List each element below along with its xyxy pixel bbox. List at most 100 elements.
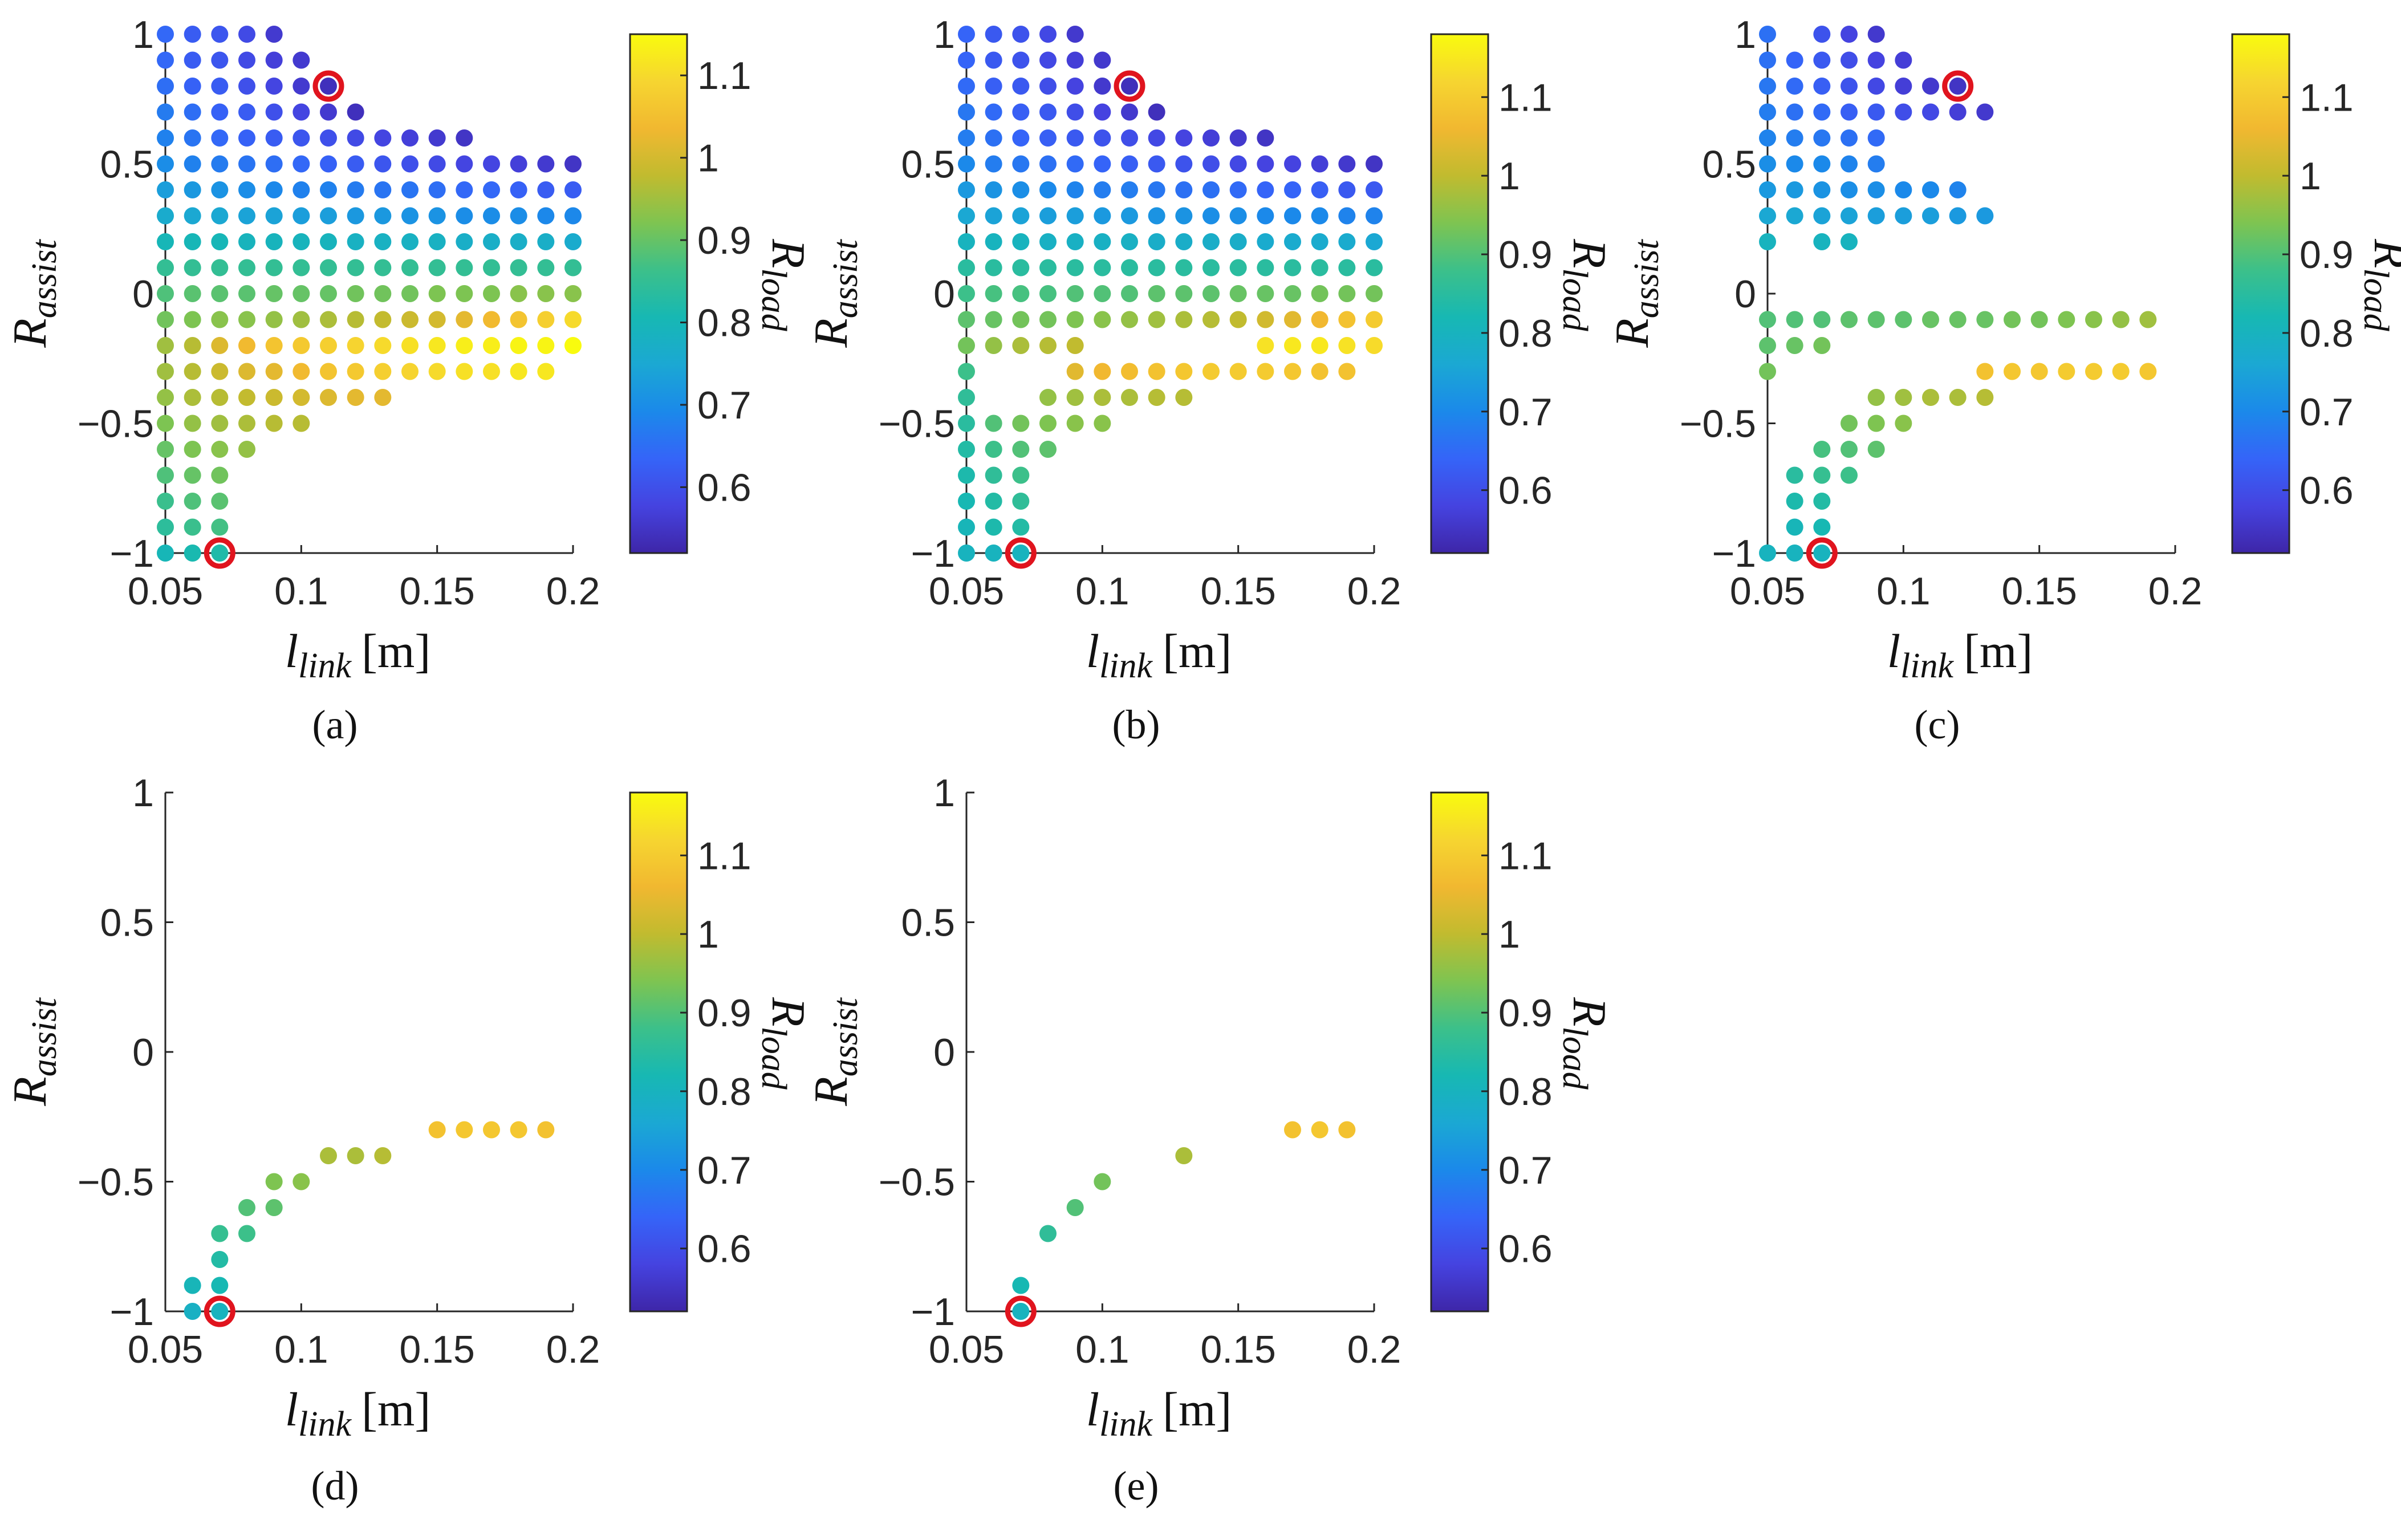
data-point [211, 155, 229, 173]
data-point [1895, 103, 1912, 121]
data-point [1148, 155, 1165, 173]
data-point [211, 1225, 229, 1242]
data-point [401, 155, 419, 173]
data-point [1039, 441, 1057, 458]
data-point [1229, 259, 1247, 277]
data-point [1284, 285, 1301, 302]
x-axis-label-main: l [285, 625, 298, 678]
data-point [401, 363, 419, 380]
y-tick-label: −1 [109, 532, 154, 575]
data-point [320, 311, 337, 328]
data-point [1976, 207, 1994, 225]
data-point [483, 207, 500, 225]
data-point [1311, 363, 1329, 380]
data-point [510, 155, 527, 173]
data-point [537, 337, 555, 354]
data-point [238, 26, 255, 43]
data-point [2139, 311, 2157, 328]
colorbar-label-main: R [1563, 997, 1616, 1026]
data-point [1012, 207, 1030, 225]
colorbar-tick-label: 0.9 [697, 219, 751, 262]
colorbar-label-main: R [762, 238, 815, 268]
data-point [1366, 337, 1383, 354]
colorbar-tick-label: 0.7 [1498, 1149, 1553, 1192]
data-point [374, 233, 392, 250]
data-point [1867, 415, 1885, 432]
data-point [1786, 129, 1803, 147]
data-point [1121, 363, 1138, 380]
data-point [1202, 259, 1220, 277]
data-point [1366, 155, 1383, 173]
data-point [1202, 181, 1220, 198]
data-point [985, 78, 1002, 95]
data-point [184, 545, 201, 562]
x-tick-label: 0.05 [929, 570, 1004, 613]
data-point [1895, 181, 1912, 198]
x-axis-label-main: l [285, 1383, 298, 1436]
data-point [510, 363, 527, 380]
y-tick-label: −0.5 [879, 403, 955, 446]
data-point [1066, 26, 1084, 43]
data-point [347, 285, 364, 302]
data-point [1949, 78, 1967, 95]
data-point [184, 26, 201, 43]
data-point [1813, 441, 1831, 458]
data-point [1922, 311, 1939, 328]
panel-caption: (a) [312, 702, 358, 747]
x-tick-label: 0.1 [1075, 1328, 1130, 1371]
data-point [320, 78, 337, 95]
data-point [211, 51, 229, 69]
data-point [958, 493, 975, 510]
data-point [1066, 51, 1084, 69]
colorbar [629, 33, 688, 554]
x-axis-label: llink [m] [285, 625, 431, 685]
data-point [1066, 337, 1084, 354]
x-axis-label-unit: [m] [1163, 625, 1232, 678]
data-point [1039, 181, 1057, 198]
y-tick-label: 0 [933, 1031, 955, 1074]
y-axis-label: Rassist [1606, 239, 1666, 348]
data-point [184, 441, 201, 458]
data-point [958, 311, 975, 328]
data-point [564, 181, 582, 198]
data-point [1284, 337, 1301, 354]
data-point [1867, 26, 1885, 43]
data-point [483, 1121, 500, 1139]
data-point [1841, 207, 1858, 225]
data-point [1284, 155, 1301, 173]
colorbar [629, 791, 688, 1313]
data-point [1012, 78, 1030, 95]
data-point [184, 103, 201, 121]
data-point [1257, 363, 1274, 380]
data-point [1121, 78, 1138, 95]
data-point [157, 207, 174, 225]
data-point [1841, 441, 1858, 458]
data-point [157, 389, 174, 406]
data-point [211, 78, 229, 95]
data-point [483, 285, 500, 302]
data-point [1039, 103, 1057, 121]
data-point [211, 259, 229, 277]
data-point [238, 311, 255, 328]
data-point [1229, 155, 1247, 173]
data-point [211, 181, 229, 198]
data-point [985, 259, 1002, 277]
data-point [564, 285, 582, 302]
data-point [1284, 311, 1301, 328]
highlight-ring [1005, 537, 1037, 569]
data-point [985, 181, 1002, 198]
data-point [428, 207, 446, 225]
y-tick-label: 0.5 [901, 143, 955, 186]
data-point [537, 311, 555, 328]
data-point [1759, 155, 1776, 173]
data-point [428, 181, 446, 198]
data-point [2030, 311, 2048, 328]
data-point [238, 129, 255, 147]
x-axis-label-sub: link [1900, 647, 1954, 685]
data-point [958, 285, 975, 302]
panel-c: 0.05 0.1 0.15 0.2 1 0.5 0 −0.5 −1 1.1 1 0.9 0.8 0.7 0.… [1602, 0, 2401, 758]
colorbar-tick-label: 1.1 [2300, 76, 2354, 119]
data-point [1012, 129, 1030, 147]
data-point [1949, 103, 1967, 121]
